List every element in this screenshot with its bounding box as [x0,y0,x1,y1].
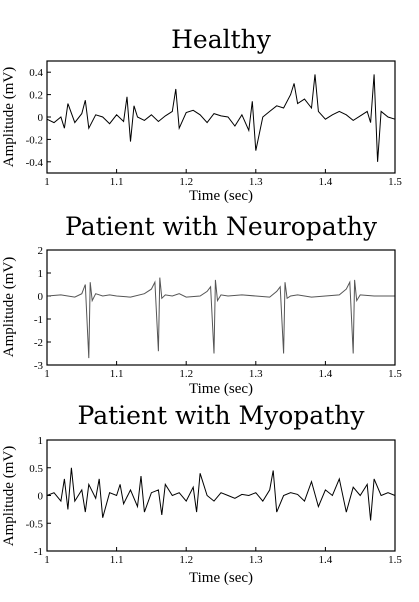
x-tick-label: 1.1 [110,368,124,380]
plot-frame [46,439,396,552]
x-tick-label: 1.4 [319,554,333,566]
x-axis-label: Time (sec) [189,570,253,586]
y-tick-label: -1 [34,314,43,326]
chart-title: Healthy [171,25,272,54]
y-tick-label: 0 [38,291,44,303]
y-tick-label: 1 [38,268,44,280]
x-tick-label: 1 [44,176,50,188]
x-tick-label: 1.3 [249,554,263,566]
x-tick-label: 1 [44,368,50,380]
x-tick-label: 1.5 [388,554,402,566]
x-tick-label: 1.3 [249,368,263,380]
x-tick-label: 1.1 [110,554,124,566]
y-tick-label: -0.5 [26,518,44,530]
y-tick-label: -1 [34,546,43,558]
y-axis-label: Amplitude (mV) [1,67,17,167]
ticks-group: 1 1.1 1.2 1.3 1.4 1.5 -0.4 -0.2 0 0.2 0.4 [26,67,403,188]
plot-frame [46,249,396,366]
chart-myopathy: Patient with Myopathy Amplitude (mV) Tim… [1,401,402,586]
signal-line [46,467,396,521]
y-tick-label: -3 [34,360,44,372]
y-tick-label: 0 [38,491,44,503]
chart-title: Patient with Myopathy [78,401,366,430]
y-tick-label: 0 [38,112,44,124]
x-tick-label: 1.4 [319,368,333,380]
chart-neuropathy: Patient with Neuropathy Amplitude (mV) T… [1,212,402,397]
plot-frame [46,60,396,174]
x-tick-label: 1.5 [388,176,402,188]
signal-line [46,74,396,162]
x-axis-label: Time (sec) [189,381,253,397]
x-axis-label: Time (sec) [189,188,253,204]
y-axis-label: Amplitude (mV) [1,446,17,546]
y-tick-label: 1 [38,435,44,447]
x-tick-label: 1.2 [179,554,193,566]
y-tick-label: -2 [34,337,43,349]
y-tick-label: 0.2 [29,90,43,102]
x-tick-label: 1.5 [388,368,402,380]
x-tick-label: 1.2 [179,176,193,188]
signal-line [46,277,395,359]
y-tick-label: -0.2 [26,134,43,146]
x-tick-label: 1 [44,554,50,566]
x-tick-label: 1.2 [179,368,193,380]
y-tick-label: 0.4 [29,67,43,79]
chart-healthy: Healthy Amplitude (mV) Time (sec) 1 1.1 1.… [1,25,402,204]
chart-title: Patient with Neuropathy [65,212,378,241]
x-tick-label: 1.4 [319,176,333,188]
x-tick-label: 1.3 [249,176,263,188]
x-tick-label: 1.1 [110,176,124,188]
ticks-group: 1 1.1 1.2 1.3 1.4 1.5 -1 -0.5 0 0.5 1 [26,435,403,566]
y-tick-label: 0.5 [29,463,43,475]
y-axis-label: Amplitude (mV) [1,257,17,357]
y-tick-label: 2 [38,245,44,257]
ticks-group: 1 1.1 1.2 1.3 1.4 1.5 -3 -2 -1 0 1 2 [34,245,403,380]
y-tick-label: -0.4 [26,157,44,169]
